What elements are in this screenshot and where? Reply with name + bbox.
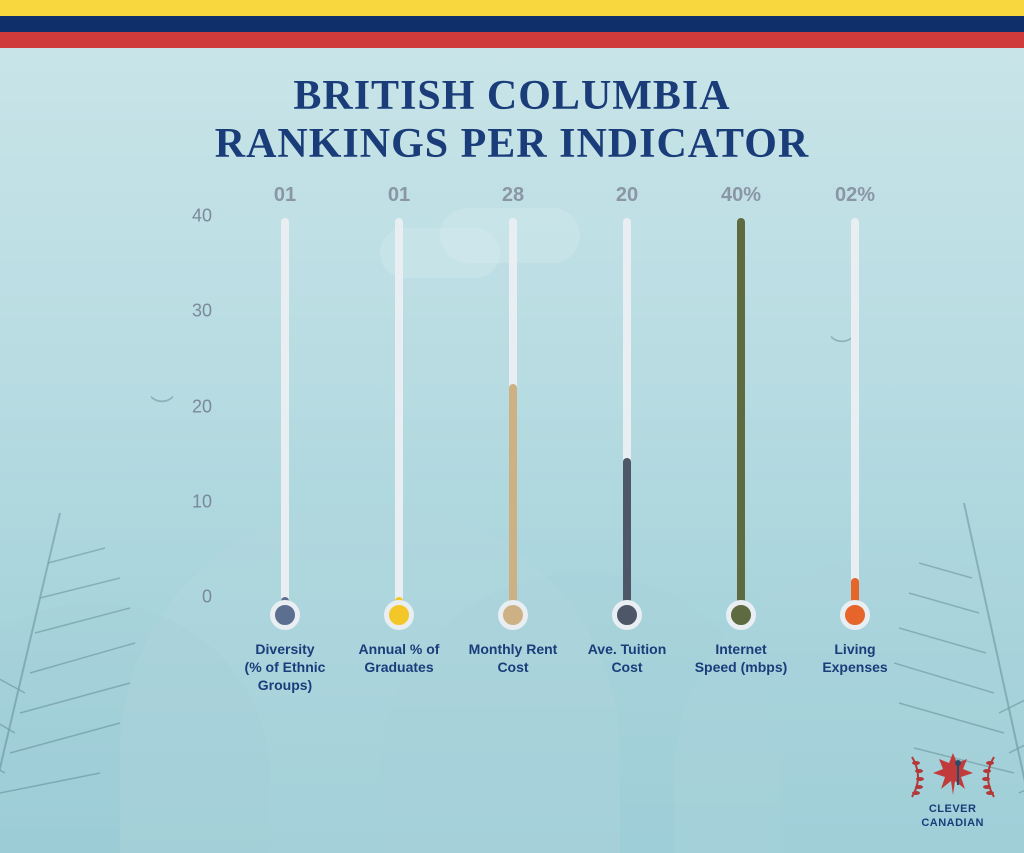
x-axis-label: Diversity(% of Ethnic Groups) <box>228 640 342 695</box>
thermometer-bulb <box>384 600 414 630</box>
brand-logo: CLEVER CANADIAN <box>921 751 984 829</box>
x-label-line1: Ave. Tuition <box>570 640 684 658</box>
x-label-line2: Graduates <box>342 658 456 676</box>
title-line1: BRITISH COLUMBIA <box>0 72 1024 120</box>
x-label-line1: Diversity <box>228 640 342 658</box>
thermometer-bulb <box>840 600 870 630</box>
x-label-line1: Internet <box>684 640 798 658</box>
x-axis-label: Monthly RentCost <box>456 640 570 676</box>
x-axis-label: Annual % ofGraduates <box>342 640 456 676</box>
chart-column: 28 <box>456 218 570 618</box>
page-title: BRITISH COLUMBIA RANKINGS PER INDICATOR <box>0 72 1024 169</box>
x-label-line2: Cost <box>456 658 570 676</box>
x-label-line1: Monthly Rent <box>456 640 570 658</box>
thermometer-bulb <box>612 600 642 630</box>
column-value-label: 01 <box>342 184 456 207</box>
thermometer-track <box>851 218 859 606</box>
thermometer-bulb <box>498 600 528 630</box>
chart-column: 20 <box>570 218 684 618</box>
x-label-line1: Living <box>798 640 912 658</box>
y-tick-label: 10 <box>192 491 212 512</box>
thermometer-track <box>395 218 403 606</box>
logo-text-line1: CLEVER <box>921 803 984 815</box>
y-tick-label: 20 <box>192 396 212 417</box>
x-axis-label: Ave. TuitionCost <box>570 640 684 676</box>
thermometer-track <box>281 218 289 606</box>
column-value-label: 01 <box>228 184 342 207</box>
chart-column: 40% <box>684 218 798 618</box>
x-axis-labels: Diversity(% of Ethnic Groups)Annual % of… <box>228 630 900 698</box>
thermometer-bulb <box>726 600 756 630</box>
maple-leaf-icon <box>928 751 978 801</box>
column-value-label: 02% <box>798 184 912 207</box>
y-tick-label: 30 <box>192 301 212 322</box>
logo-text-line2: CANADIAN <box>921 817 984 829</box>
x-axis-label: InternetSpeed (mbps) <box>684 640 798 676</box>
thermometer-fill <box>509 384 517 606</box>
stripe-yellow <box>0 0 1024 16</box>
header-stripes <box>0 0 1024 48</box>
chart-column: 01 <box>228 218 342 618</box>
laurel-icon <box>980 755 1000 808</box>
y-axis: 010203040 <box>180 218 220 618</box>
laurel-icon <box>906 755 926 808</box>
column-value-label: 28 <box>456 184 570 207</box>
stripe-blue <box>0 16 1024 32</box>
x-label-line2: (% of Ethnic Groups) <box>228 658 342 694</box>
x-axis-label: LivingExpenses <box>798 640 912 676</box>
chart: 010203040 0101282040%02% Diversity(% of … <box>180 218 900 698</box>
leaf-icon <box>933 760 973 804</box>
y-tick-label: 40 <box>192 206 212 227</box>
thermometer-bulb <box>270 600 300 630</box>
thermometer-fill <box>737 218 745 606</box>
plot-area: 0101282040%02% <box>228 218 900 618</box>
stripe-red <box>0 32 1024 48</box>
x-label-line2: Cost <box>570 658 684 676</box>
chart-column: 01 <box>342 218 456 618</box>
title-line2: RANKINGS PER INDICATOR <box>0 120 1024 168</box>
x-label-line2: Speed (mbps) <box>684 658 798 676</box>
thermometer-fill <box>623 458 631 606</box>
x-label-line2: Expenses <box>798 658 912 676</box>
x-label-line1: Annual % of <box>342 640 456 658</box>
column-value-label: 40% <box>684 184 798 207</box>
y-tick-label: 0 <box>202 587 212 608</box>
bird-icon: ︶ <box>150 388 174 423</box>
column-value-label: 20 <box>570 184 684 207</box>
chart-column: 02% <box>798 218 912 618</box>
